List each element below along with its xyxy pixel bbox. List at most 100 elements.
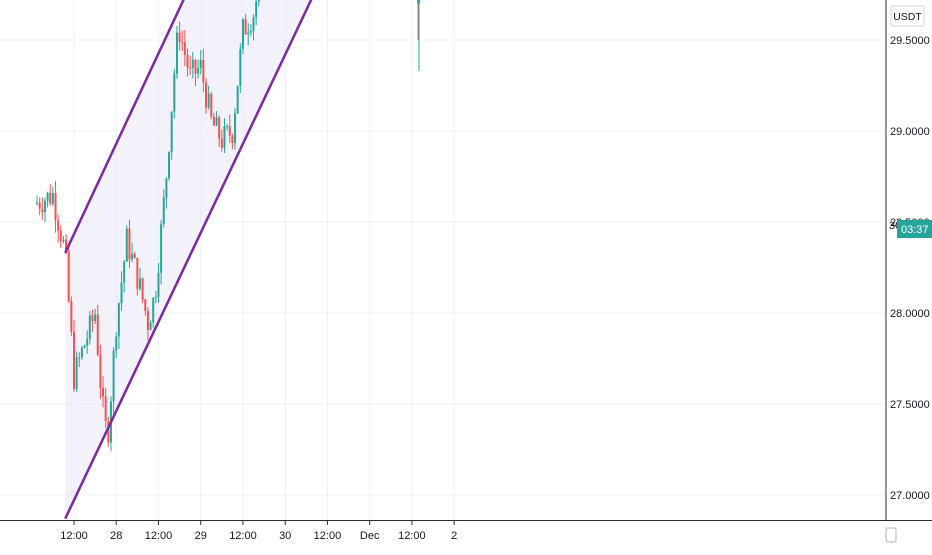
candle — [210, 91, 213, 120]
channel-upper-line[interactable] — [64, 0, 424, 254]
candle — [80, 345, 83, 361]
last-price-value: 30.1733 — [889, 204, 929, 216]
y-tick-label: 28.0000 — [890, 308, 930, 320]
candle — [91, 309, 94, 332]
candle — [207, 85, 210, 110]
candle — [173, 68, 176, 119]
y-tick-label: 27.5000 — [890, 399, 930, 411]
candle — [70, 296, 73, 337]
candle — [128, 219, 131, 269]
candle — [83, 344, 86, 349]
x-tick-label: 29 — [195, 530, 207, 542]
candle — [62, 236, 65, 244]
channel-lower-line[interactable] — [64, 0, 463, 520]
candle — [205, 77, 207, 114]
candle — [189, 55, 192, 75]
x-tick-label: Dec — [360, 530, 380, 542]
candle — [247, 23, 250, 46]
candle — [46, 191, 49, 208]
candle — [123, 259, 126, 293]
x-tick-label: 2 — [451, 530, 457, 542]
candle — [115, 331, 118, 359]
candle — [131, 242, 134, 263]
candle — [223, 118, 226, 153]
x-tick-label: 12:00 — [229, 530, 257, 542]
candle — [57, 214, 60, 243]
candle — [59, 225, 62, 249]
candle — [231, 133, 234, 150]
candle — [94, 308, 97, 325]
candle — [202, 48, 205, 92]
candle — [236, 85, 239, 115]
candle — [241, 17, 244, 55]
candle — [191, 51, 194, 79]
x-tick-label: 12:00 — [398, 530, 426, 542]
bar-countdown: 03:37 — [901, 224, 929, 236]
candle — [107, 416, 110, 447]
candle — [102, 376, 105, 408]
candle — [125, 225, 128, 262]
y-tick-label: 29.5000 — [890, 35, 930, 47]
x-tick-label: 12:00 — [145, 530, 173, 542]
candle — [75, 351, 78, 392]
candle — [212, 112, 215, 126]
candle — [215, 111, 218, 127]
candle — [120, 271, 123, 311]
x-tick-label: 12:00 — [60, 530, 88, 542]
candle — [226, 123, 229, 131]
candle — [104, 388, 107, 429]
candle — [183, 29, 186, 67]
channel-fill — [65, 0, 312, 519]
x-tick-label: 28 — [110, 530, 122, 542]
candle — [144, 298, 147, 316]
candle — [168, 151, 171, 181]
candle — [157, 263, 160, 303]
candle — [234, 108, 237, 150]
candle — [181, 30, 184, 51]
candle — [54, 180, 57, 233]
candle — [86, 330, 89, 354]
y-tick-label: 27.0000 — [890, 490, 930, 502]
candle — [139, 267, 141, 291]
candle — [154, 290, 157, 304]
last-price-badge: 30.1733 03:37 — [889, 204, 932, 238]
candle — [220, 129, 223, 152]
candle — [160, 219, 163, 285]
candle — [197, 59, 200, 79]
candle — [194, 58, 197, 86]
candle — [51, 186, 54, 206]
candle — [38, 197, 41, 216]
badges: USDT 30 30.1733 03:37 — [885, 5, 932, 543]
candle — [88, 311, 91, 345]
price-axis-bg — [886, 0, 932, 520]
candle — [162, 189, 165, 228]
candle — [199, 50, 202, 75]
time-axis[interactable]: 12:00 28 12:00 29 12:00 30 12:00 Dec 12:00 2 — [60, 520, 457, 542]
candle — [249, 24, 252, 37]
candle — [149, 320, 152, 330]
currency-label: USDT — [893, 11, 922, 23]
candle — [99, 345, 102, 399]
x-tick-label: 12:00 — [314, 530, 342, 542]
candle — [96, 304, 99, 357]
candle — [228, 114, 231, 143]
candle — [73, 319, 75, 392]
x-tick-label: 30 — [279, 530, 291, 542]
candle — [165, 177, 168, 209]
candle — [78, 352, 81, 367]
candle — [218, 115, 221, 148]
y-tick-label: 29.0000 — [890, 126, 930, 138]
candle — [178, 21, 181, 51]
candle — [257, 0, 260, 7]
candle — [239, 43, 242, 93]
time-axis-bg — [0, 520, 932, 550]
candle — [170, 111, 173, 160]
currency-button[interactable]: USDT — [890, 5, 925, 27]
candle — [117, 302, 120, 350]
candle — [136, 257, 139, 296]
candle — [43, 197, 46, 223]
settings-icon[interactable] — [885, 527, 897, 543]
candle — [49, 184, 52, 206]
